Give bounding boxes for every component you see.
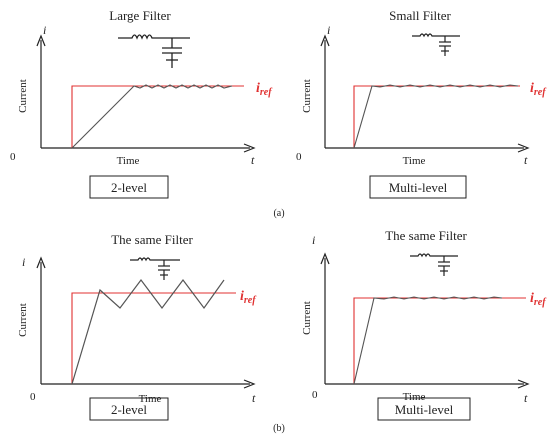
ref-label: iref [240,289,257,306]
panel-title: The same Filter [111,232,193,247]
axes [320,252,530,389]
y-axis-label: Current [17,79,29,113]
reference-step [353,85,520,148]
x-axis-label: Time [117,155,140,167]
x-axis-symbol: t [252,391,256,405]
y-axis-symbol: i [22,255,25,269]
y-axis-symbol: i [327,23,330,37]
x-axis-symbol: t [524,153,528,167]
current-waveform [353,296,503,385]
filter-icon-small [130,257,180,280]
panel-title: Small Filter [389,8,451,23]
x-axis-symbol: t [524,391,528,405]
level-box [377,397,471,421]
origin-label: 0 [312,389,318,401]
panel-a-right: Small Filter i Current 0 Time t iref Mul… [296,8,547,199]
current-waveform [353,84,519,149]
panel-b-right: The same Filter i Current 0 Time t iref … [301,228,547,421]
current-waveform [71,84,233,149]
ref-label: iref [530,81,547,98]
y-axis-label: Current [17,303,29,337]
level-label: 2-level [111,402,147,417]
level-box [89,397,169,421]
level-box [369,175,467,199]
axes [36,256,256,389]
reference-step [71,292,236,384]
x-axis-label: Time [139,393,162,405]
y-axis-symbol: i [312,233,315,247]
reference-step [353,297,526,384]
panel-title: The same Filter [385,228,467,243]
panel-a-left: Large Filter i Current 0 Time t iref 2-l… [10,8,273,199]
y-axis-label: Current [301,79,313,113]
y-axis-symbol: i [43,23,46,37]
panel-title: Large Filter [109,8,171,23]
caption-a: (a) [273,208,284,219]
ref-label: iref [256,81,273,98]
filter-icon-large [118,34,190,68]
y-axis-label: Current [301,301,313,335]
current-waveform [71,279,225,385]
level-label: Multi-level [389,180,448,195]
filter-icon-small [410,253,458,276]
axes [320,34,530,153]
origin-label: 0 [296,151,302,163]
caption-b: (b) [273,423,285,434]
reference-step [71,85,244,148]
ref-label: iref [530,291,547,308]
axes [36,34,256,153]
x-axis-symbol: t [251,153,255,167]
x-axis-label: Time [403,155,426,167]
level-label: Multi-level [395,402,454,417]
filter-icon-small [412,33,460,56]
panel-b-left: The same Filter i Current 0 Time t iref … [17,232,257,421]
origin-label: 0 [30,391,36,403]
level-label: 2-level [111,180,147,195]
x-axis-label: Time [403,391,426,403]
origin-label: 0 [10,151,16,163]
level-box [89,175,169,199]
